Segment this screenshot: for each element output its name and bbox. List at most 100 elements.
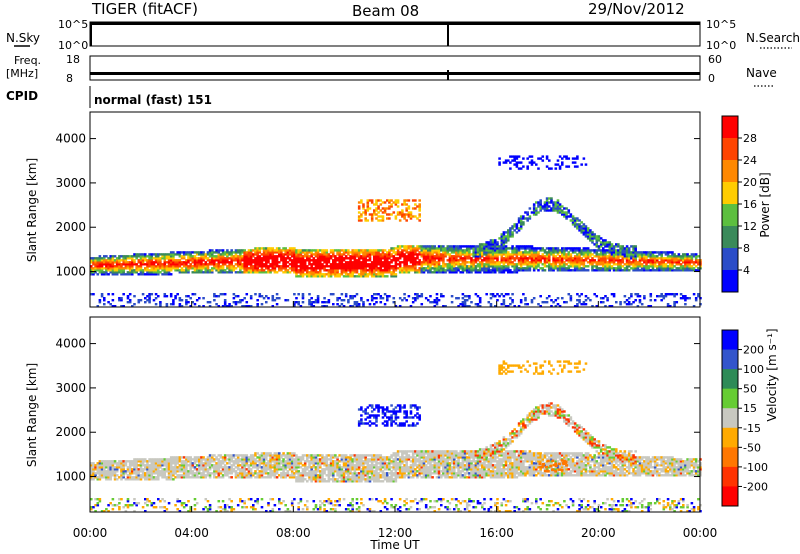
range-cell [249,265,253,268]
range-cell [202,259,205,262]
range-cell [146,504,149,507]
range-cell [474,267,478,270]
range-cell [645,251,648,254]
range-cell [573,265,577,268]
range-cell [267,462,270,465]
range-cell [625,269,629,272]
range-cell [223,271,227,274]
range-cell [522,259,525,262]
range-cell [429,261,432,264]
range-cell [230,500,233,503]
range-cell [133,261,136,264]
range-cell [463,255,467,258]
range-cell [152,261,156,264]
range-cell [539,261,542,264]
range-cell [144,297,147,300]
range-cell [284,265,287,268]
range-cell [576,267,579,270]
range-cell [169,261,173,264]
range-cell [383,253,387,256]
range-cell [241,251,244,254]
range-cell [310,305,313,308]
range-cell [163,255,167,258]
range-cell [262,251,266,254]
range-cell [131,259,134,262]
range-cell [239,470,242,473]
range-cell [351,297,354,300]
range-cell [420,267,424,270]
range-cell [271,265,275,268]
range-cell [457,259,460,262]
range-cell [368,269,372,272]
range-cell [671,293,674,296]
range-cell [319,275,322,278]
range-cell [215,466,218,469]
range-cell [489,259,493,262]
range-cell [299,273,303,276]
range-cell [500,251,504,254]
range-cell [396,201,400,204]
range-cell [569,247,573,250]
range-cell [355,255,359,258]
range-cell [131,305,134,308]
range-cell [550,267,553,270]
range-cell [368,273,372,276]
range-cell [500,265,504,268]
range-cell [178,251,182,254]
range-cell [325,301,329,304]
range-cell [232,464,236,467]
range-cell [446,265,450,268]
range-cell [394,199,398,202]
range-cell [537,255,540,258]
range-cell [373,275,376,278]
range-cell [271,267,275,270]
range-cell [494,269,497,272]
range-cell [230,476,233,479]
range-cell [612,261,616,264]
range-cell [465,249,469,252]
range-cell [174,464,177,467]
range-cell [403,293,406,296]
range-cell [513,223,516,226]
range-cell [169,478,173,481]
range-cell [373,213,376,216]
range-cell [198,476,201,479]
range-cell [187,253,190,256]
range-cell [636,267,640,270]
range-cell [211,458,214,461]
range-cell [364,267,367,270]
range-cell [593,255,596,258]
range-cell [548,259,551,262]
range-cell [228,263,231,266]
range-cell [474,261,478,264]
range-cell [444,265,447,268]
range-cell [468,297,471,300]
range-cell [606,297,609,300]
range-cell [198,271,201,274]
range-cell [146,478,149,481]
range-cell [690,255,694,258]
range-cell [213,263,216,266]
range-cell [208,249,212,252]
range-cell [437,253,441,256]
range-cell [612,295,616,298]
range-cell [353,257,357,260]
range-cell [446,247,450,250]
range-cell [96,498,100,501]
range-cell [688,267,691,270]
range-cell [396,199,400,202]
range-cell [165,273,169,276]
range-cell [273,474,277,477]
range-cell [677,255,681,258]
range-cell [215,257,218,260]
range-cell [128,299,132,302]
range-cell [262,454,266,457]
range-cell [478,261,482,264]
range-cell [604,263,607,266]
range-cell [420,249,424,252]
range-cell [539,157,542,160]
range-cell [180,257,184,260]
range-cell [582,157,586,160]
range-cell [625,247,629,250]
range-cell [541,159,545,162]
